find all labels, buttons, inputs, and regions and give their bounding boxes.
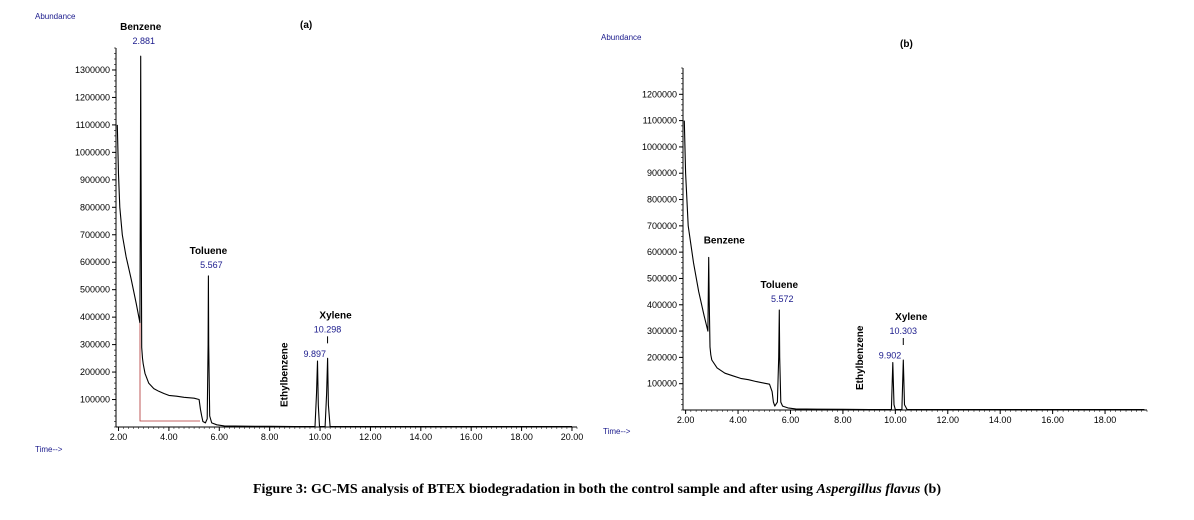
panel-a-benzene-label: Benzene: [120, 22, 162, 33]
panel-a-y-tick-label: 100000: [80, 395, 110, 405]
panel-a-ethylbenzene-label: Ethylbenzene: [279, 342, 290, 407]
panel-a-xylene-label: Xylene: [319, 310, 352, 321]
panel-a-x-tick-label: 16.00: [460, 432, 483, 442]
panel-b-xylene-label: Xylene: [895, 312, 928, 323]
panel-a-benzene-rt: 2.881: [132, 36, 155, 46]
panel-a-chart: Abundance (a) Time--> 100000 200000 300000…: [35, 12, 583, 454]
panel-a-y-tick-label: 600000: [80, 257, 110, 267]
panel-b-ethylbenzene-label: Ethylbenzene: [855, 325, 866, 390]
panel-a-y-tick-label: 1000000: [75, 147, 110, 157]
panel-b-x-tick-label: 6.00: [782, 415, 800, 425]
panel-b-y-tick-label: 200000: [647, 352, 677, 362]
panel-a-y-tick-label: 400000: [80, 312, 110, 322]
panel-a-x-axis-title: Time-->: [35, 445, 63, 454]
panel-a-y-tick-label: 800000: [80, 202, 110, 212]
panel-b-label: (b): [900, 39, 913, 50]
panel-a-x-tick-label: 20.00: [561, 432, 584, 442]
panel-b-y-tick-label: 600000: [647, 247, 677, 257]
panel-b-x-tick-label: 16.00: [1041, 415, 1064, 425]
panel-a-ethylbenzene-rt: 9.897: [303, 349, 326, 359]
panel-b-y-tick-label: 100000: [647, 379, 677, 389]
panel-b-x-axis-title: Time-->: [603, 427, 631, 436]
panel-a-chromatogram-trace: [116, 55, 572, 428]
panel-b-toluene-rt: 5.572: [771, 294, 794, 304]
panel-b-x-tick-label: 12.00: [937, 415, 960, 425]
panel-a-xylene-rt: 10.298: [314, 324, 342, 334]
panel-b-y-tick-label: 300000: [647, 326, 677, 336]
panel-b-y-tick-label: 700000: [647, 221, 677, 231]
panel-b-y-tick-label: 500000: [647, 273, 677, 283]
panel-a-y-tick-label: 300000: [80, 340, 110, 350]
panel-a-y-tick-label: 700000: [80, 230, 110, 240]
panel-a-x-tick-label: 8.00: [261, 432, 279, 442]
panel-b-x-tick-label: 2.00: [677, 415, 695, 425]
panel-b-y-tick-label: 900000: [647, 168, 677, 178]
panel-a-x-tick-label: 10.00: [309, 432, 332, 442]
panel-a-x-tick-label: 4.00: [160, 432, 178, 442]
panel-a-integration-line: [139, 300, 200, 422]
panel-a-x-tick-label: 14.00: [410, 432, 433, 442]
panel-a-label: (a): [300, 20, 312, 31]
panel-a-y-tick-label: 1200000: [75, 92, 110, 102]
figure-caption: Figure 3: GC-MS analysis of BTEX biodegr…: [0, 482, 1194, 498]
caption-suffix: (b): [920, 482, 942, 497]
panel-b-y-axis-title: Abundance: [601, 33, 642, 42]
caption-prefix: Figure 3: GC-MS analysis of BTEX biodegr…: [252, 482, 817, 497]
panel-b-x-tick-label: 4.00: [729, 415, 747, 425]
panel-b-toluene-label: Toluene: [760, 280, 798, 291]
panel-b-x-tick-label: 18.00: [1094, 415, 1117, 425]
panel-b-x-tick-label: 10.00: [884, 415, 907, 425]
panel-b-y-tick-label: 1200000: [642, 89, 677, 99]
panel-a-toluene-label: Toluene: [190, 246, 228, 257]
panel-b-y-tick-label: 1100000: [643, 116, 677, 126]
panel-b-y-tick-label: 400000: [647, 300, 677, 310]
panel-b-x-tick-label: 14.00: [989, 415, 1012, 425]
panel-a-toluene-rt: 5.567: [200, 260, 223, 270]
caption-species: Aspergillus flavus: [816, 482, 921, 497]
panel-a-y-tick-label: 500000: [80, 285, 110, 295]
panel-a-y-tick-label: 200000: [80, 367, 110, 377]
panel-a-y-tick-label: 1300000: [75, 65, 110, 75]
panel-a-x-tick-label: 6.00: [211, 432, 229, 442]
panel-b-x-tick-label: 8.00: [834, 415, 852, 425]
panel-b-xylene-rt: 10.303: [890, 326, 918, 336]
panel-b-y-tick-label: 800000: [647, 195, 677, 205]
panel-a-y-axis-title: Abundance: [35, 12, 76, 21]
panel-b-y-tick-label: 1000000: [642, 142, 677, 152]
panel-b-chart: Abundance (b) Time--> 100000 200000 300000…: [601, 33, 1148, 436]
panel-a-x-tick-label: 2.00: [110, 432, 128, 442]
panel-b-chromatogram-trace: [683, 120, 1145, 411]
panel-b-benzene-label: Benzene: [704, 235, 746, 246]
panel-a-x-tick-label: 18.00: [510, 432, 533, 442]
panel-a-x-tick-label: 12.00: [359, 432, 382, 442]
panel-a-y-tick-label: 1100000: [76, 120, 110, 130]
panel-b-ethylbenzene-rt: 9.902: [879, 351, 902, 361]
panel-a-y-tick-label: 900000: [80, 175, 110, 185]
